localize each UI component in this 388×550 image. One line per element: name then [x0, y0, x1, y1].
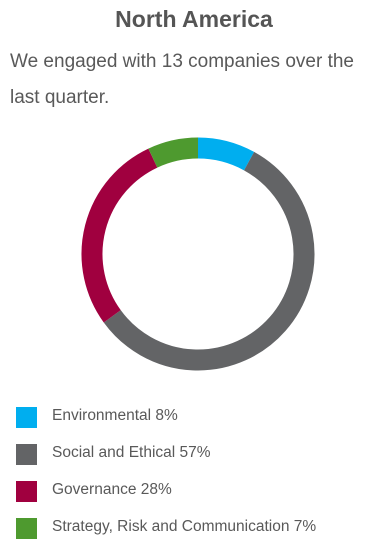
- donut-chart: [81, 137, 315, 371]
- legend-item: Strategy, Risk and Communication 7%: [16, 513, 384, 550]
- legend-swatch: [16, 444, 37, 465]
- chart-legend: Environmental 8% Social and Ethical 57% Go…: [16, 402, 384, 550]
- chart-title: North America: [115, 6, 273, 32]
- chart-subtitle: We engaged with 13 companies over the la…: [10, 51, 354, 108]
- legend-label: Strategy, Risk and Communication 7%: [52, 518, 317, 535]
- legend-item: Environmental 8%: [16, 402, 384, 439]
- legend-label: Environmental 8%: [52, 407, 178, 424]
- legend-swatch: [16, 518, 37, 539]
- donut-slice-strategy-risk-and-communication: [148, 137, 199, 168]
- legend-swatch: [16, 481, 37, 502]
- legend-item: Governance 28%: [16, 476, 384, 513]
- legend-label: Social and Ethical 57%: [52, 444, 211, 461]
- legend-swatch: [16, 407, 37, 428]
- legend-label: Governance 28%: [52, 481, 172, 498]
- legend-item: Social and Ethical 57%: [16, 439, 384, 476]
- donut-slice-environmental: [197, 137, 255, 171]
- donut-slice-governance: [81, 148, 158, 323]
- donut-slice-social-and-ethical: [103, 151, 315, 371]
